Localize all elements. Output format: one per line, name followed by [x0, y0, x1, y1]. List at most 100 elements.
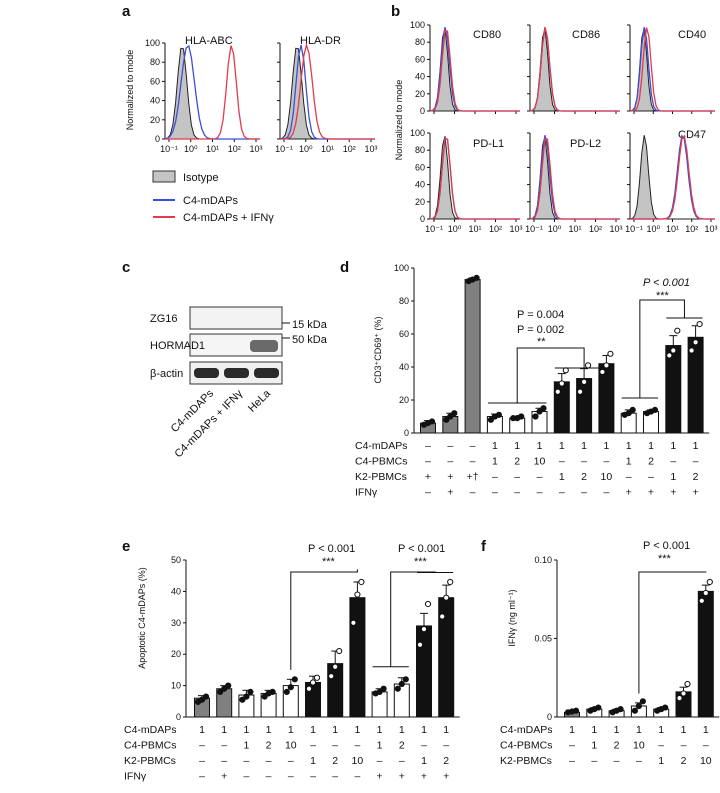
f-table-cell: – [591, 755, 597, 767]
panel-f-stars: *** [658, 553, 672, 565]
f-data-point [595, 704, 602, 711]
hist-cd80-y-tick-label: 100 [410, 20, 425, 30]
e-table-cell: 1 [443, 724, 449, 736]
e-table-cell: 1 [288, 724, 294, 736]
e-data-point [416, 641, 424, 648]
e-table-cell: 1 [310, 755, 316, 767]
hist-hla-abc-x-tick-label: 10⁰ [184, 144, 198, 154]
panel-e-p-label-1: P < 0.001 [308, 543, 355, 555]
hist-hla-abc-x-tick-label: 10² [228, 144, 241, 154]
e-y-tick-label: 10 [171, 681, 181, 691]
e-data-point [313, 674, 321, 681]
panel-d-p-label-1: P = 0.004 [517, 309, 564, 321]
panel-f-ylabel: IFNγ (ng ml⁻¹) [507, 589, 517, 646]
d-table-cell: 1 [626, 456, 632, 468]
f-table-cell: 1 [591, 740, 597, 752]
e-table-cell: 1 [377, 740, 383, 752]
d-data-point [599, 368, 606, 376]
hist-cd80-ifn-curve [429, 29, 520, 112]
e-table-cell: 1 [243, 740, 249, 752]
legend-label-c4-mdaps: C4-mDAPs [183, 195, 239, 207]
hist-hla-abc-y-tick-label: 0 [155, 134, 160, 144]
e-data-point [336, 647, 343, 655]
panel-e-ylabel: Apoptotic C4-mDAPs (%) [137, 567, 147, 669]
d-data-point [670, 347, 677, 354]
d-table-cell: 1 [537, 440, 543, 452]
histogram-title-cd86: CD86 [572, 29, 600, 41]
f-table-cell: 2 [614, 740, 620, 752]
d-table-cell: – [559, 456, 565, 468]
e-table-cell: 2 [332, 755, 338, 767]
d-data-point [532, 413, 539, 420]
d-data-point [558, 380, 565, 387]
d-table-cell: + [626, 487, 632, 499]
e-data-point [287, 684, 294, 691]
d-table-cell: + [425, 471, 431, 483]
hist-cd86-ifn-curve [529, 27, 620, 112]
hist-hla-abc-y-tick-label: 80 [150, 57, 160, 67]
d-data-point [451, 410, 458, 417]
e-table-cell: 1 [421, 724, 427, 736]
hist-hla-abc-y-tick-label: 20 [150, 115, 160, 125]
panel-e-stars-1: *** [322, 556, 336, 568]
f-data-point [676, 695, 683, 702]
e-y-tick-label: 40 [171, 586, 181, 596]
panel-f-p-label: P < 0.001 [643, 540, 690, 552]
d-table-cell: 1 [670, 440, 676, 452]
histogram-title-hla-dr: HLA-DR [300, 35, 341, 47]
d-data-point [581, 378, 588, 385]
d-table-cell: 2 [648, 456, 654, 468]
panel-b-ylabel: Normalized to mode [394, 80, 404, 161]
f-table-row-label: C4-mDAPs [500, 724, 553, 736]
d-table-cell: – [603, 456, 609, 468]
d-table-cell: 1 [626, 440, 632, 452]
d-table-cell: 1 [492, 440, 498, 452]
d-table-cell: – [425, 440, 431, 452]
hist-hla-abc-x-tick-label: 10⁻¹ [160, 144, 178, 154]
e-data-point [239, 696, 246, 703]
hist-pd-l1-x-tick-label: 10² [489, 224, 502, 234]
hist-hla-abc-y-tick-label: 40 [150, 96, 160, 106]
e-table-cell: 2 [266, 740, 272, 752]
f-table-cell: – [681, 740, 687, 752]
e-table-cell: – [399, 755, 405, 767]
e-table-cell: – [288, 771, 294, 783]
e-table-cell: 1 [310, 724, 316, 736]
legend-label-c4-mdaps-ifn: C4-mDAPs + IFNγ [183, 212, 274, 224]
e-data-point [380, 685, 387, 692]
d-table-cell: – [670, 456, 676, 468]
e-data-point [424, 600, 432, 608]
hist-pd-l1-y-tick-label: 80 [415, 145, 425, 155]
hist-hla-abc-x-tick-label: 10¹ [206, 144, 219, 154]
d-table-cell: – [470, 487, 476, 499]
f-data-point [635, 702, 643, 710]
e-table-cell: 1 [354, 724, 360, 736]
f-bar [697, 590, 714, 718]
d-table-cell: 2 [581, 471, 587, 483]
hist-pd-l1-x-tick-label: 10¹ [468, 224, 481, 234]
e-table-cell: – [243, 755, 249, 767]
e-data-point [247, 688, 254, 695]
blot-actin-band-3 [254, 368, 279, 378]
d-data-point [540, 405, 547, 412]
e-table-cell: – [221, 740, 227, 752]
hist-cd47-x-tick-label: 10¹ [666, 224, 679, 234]
e-data-point [402, 676, 409, 683]
hist-hla-dr-ifn-curve [280, 42, 375, 140]
e-table-cell: – [310, 771, 316, 783]
f-table-cell: 2 [681, 755, 687, 767]
d-y-tick-label: 40 [399, 362, 409, 372]
e-table-cell: 10 [352, 755, 364, 767]
e-table-cell: 2 [399, 740, 405, 752]
f-y-tick-label: 0 [547, 712, 552, 722]
e-table-row-label: K2-PBMCs [124, 755, 176, 767]
histogram-title-pd-l1: PD-L1 [473, 138, 504, 150]
hist-cd47-x-tick-label: 10⁰ [646, 224, 660, 234]
e-data-point [398, 680, 405, 688]
hist-pd-l1-ifn-curve [429, 137, 520, 220]
f-table-cell: 10 [633, 740, 645, 752]
e-data-point [332, 663, 339, 670]
d-table-cell: + [648, 487, 654, 499]
e-table-cell: + [399, 771, 405, 783]
